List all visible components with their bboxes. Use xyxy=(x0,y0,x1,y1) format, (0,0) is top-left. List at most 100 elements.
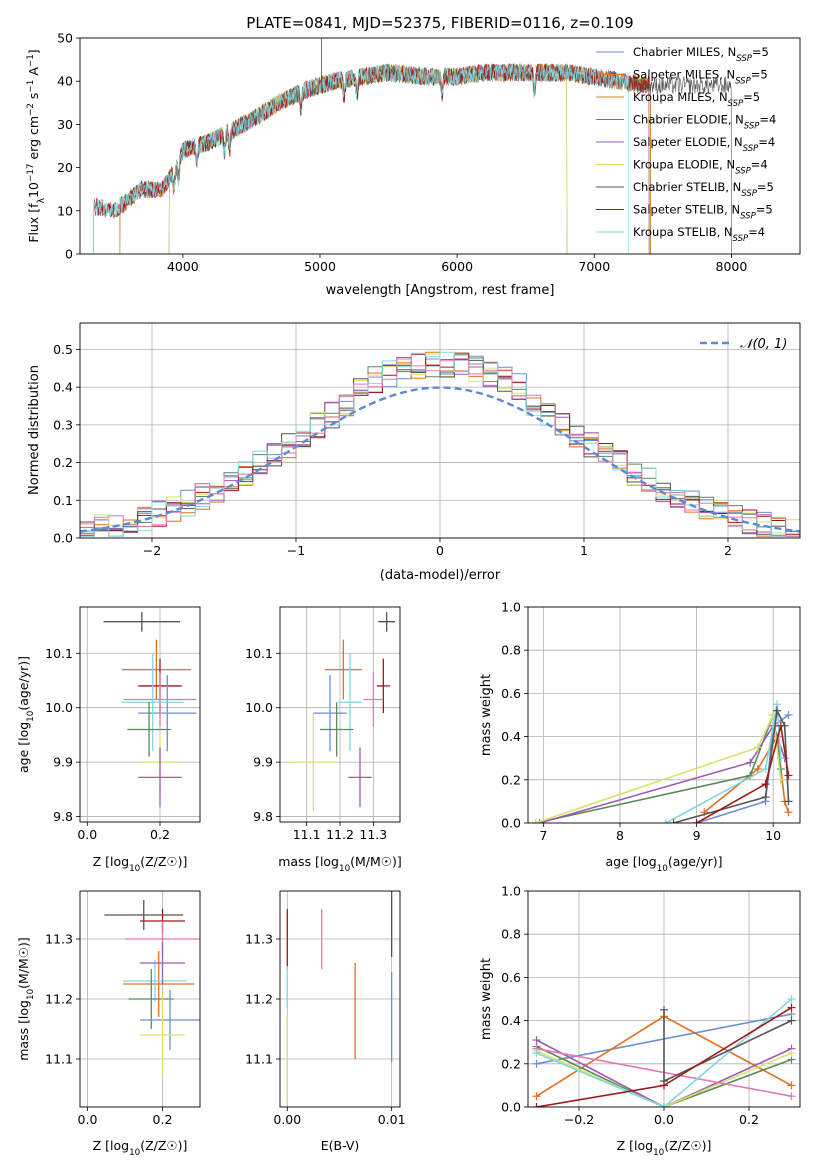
y-tick-label: 0.6 xyxy=(501,686,521,701)
errorbar-point xyxy=(127,702,171,757)
errorbar-point xyxy=(138,747,182,808)
y-tick-label: 0.2 xyxy=(53,455,73,470)
axes-frame xyxy=(527,890,801,1108)
errorbar-point xyxy=(128,969,174,1029)
errorbar-point xyxy=(378,611,395,632)
x-tick-label: 8000 xyxy=(716,259,748,274)
y-tick-label: 11.2 xyxy=(45,992,73,1007)
x-tick-label: 1 xyxy=(580,543,588,558)
y-tick-label: 11.3 xyxy=(45,932,73,947)
axes-frame xyxy=(279,890,401,1108)
normal-reference-curve xyxy=(80,386,800,533)
plot-area xyxy=(528,607,800,823)
y-tick-label: 0.3 xyxy=(53,417,73,432)
x-axis-label: (data-model)/error xyxy=(380,568,501,583)
spectrum-series-salpeter-miles xyxy=(119,63,651,254)
weight-series-kroupa-stelib xyxy=(532,995,796,1107)
x-tick-label: 6000 xyxy=(441,259,473,274)
x-tick-label: 2 xyxy=(724,543,732,558)
panel-spectrum: 4000 5000 6000 7000 8000 0 10 20 30 40 50 Chabrier … xyxy=(26,31,801,298)
x-axis-label: age [log10(age/yr)] xyxy=(605,854,722,874)
x-axis-label: Z [log10(Z/Z☉)] xyxy=(93,854,188,874)
errorbar-point xyxy=(363,672,384,727)
y-tick-label: 10.1 xyxy=(245,646,273,661)
y-tick-label: 9.9 xyxy=(253,755,273,770)
y-tick-label: 0.6 xyxy=(501,970,521,985)
errorbar-point xyxy=(313,675,347,752)
y-tick-label: 0.0 xyxy=(501,816,521,831)
legend-label: Kroupa ELODIE, NSSP=4 xyxy=(633,158,768,177)
x-tick-label: 7000 xyxy=(578,259,610,274)
y-axis-label: mass weight xyxy=(479,674,494,756)
axes-frame xyxy=(79,322,801,539)
errorbar-point xyxy=(103,611,180,632)
y-tick-label: 0.8 xyxy=(501,927,521,942)
panels: 4000 5000 6000 7000 800001020304050Chabrier … xyxy=(16,31,801,1158)
histogram-kroupa-stelib xyxy=(80,351,800,538)
errorbar-point xyxy=(123,951,195,1017)
spectrum-series-salpeter-elodie xyxy=(168,62,568,254)
y-tick-label: 50 xyxy=(57,31,73,46)
spectrum-series-kroupa-miles xyxy=(119,63,651,254)
y-tick-label: 0.0 xyxy=(501,1100,521,1115)
spectrum-series-chabrier-miles xyxy=(119,63,651,254)
errorbar-point xyxy=(123,960,187,1002)
plot-area xyxy=(80,323,800,538)
legend-label: Salpeter ELODIE, NSSP=4 xyxy=(633,135,775,154)
x-tick-label: 0.2 xyxy=(150,827,170,842)
legend-label: Kroupa STELIB, NSSP=4 xyxy=(633,225,765,244)
x-tick-label: −1 xyxy=(287,543,305,558)
errorbar-point xyxy=(121,639,191,700)
x-axis-label: wavelength [Angstrom, rest frame] xyxy=(326,283,555,298)
y-tick-label: 10.0 xyxy=(45,700,73,715)
x-tick-label: −0.2 xyxy=(564,1112,594,1127)
x-tick-label: 0.0 xyxy=(77,827,97,842)
x-tick-label: 8 xyxy=(616,828,624,843)
errorbar-point xyxy=(140,990,200,1050)
y-tick-label: 0.4 xyxy=(501,1013,521,1028)
x-axis-label: Z [log10(Z/Z☉)] xyxy=(617,1138,712,1158)
plot-area xyxy=(280,607,400,822)
panel-age-Z: 0.0 0.2 9.8 9.9 10.0 10.1 Z [log10(Z/Z☉)] age [… xyxy=(16,606,201,874)
x-tick-label: 10 xyxy=(765,828,781,843)
errorbar-point xyxy=(338,653,362,752)
histogram-pink xyxy=(80,358,800,538)
y-tick-label: 0.0 xyxy=(53,531,73,546)
y-tick-label: 11.2 xyxy=(245,992,273,1007)
x-tick-label: 11.3 xyxy=(359,827,387,842)
panel-mass-EBV: 0.00 0.01 11.1 11.2 11.3 E(B-V) xyxy=(245,890,406,1153)
plot-area xyxy=(93,38,732,254)
y-tick-label: 0.8 xyxy=(501,643,521,658)
errorbar-point xyxy=(123,672,197,727)
weight-series-salpeter-stelib xyxy=(532,1003,796,1107)
x-axis-label: mass [log10(M/M☉)] xyxy=(278,854,402,874)
y-tick-label: 1.0 xyxy=(501,600,521,615)
y-tick-label: 11.1 xyxy=(245,1052,273,1067)
x-tick-label: 0.01 xyxy=(378,1112,406,1127)
errorbar-point xyxy=(121,653,184,752)
y-tick-label: 11.1 xyxy=(45,1052,73,1067)
errorbar-point xyxy=(325,639,362,700)
x-axis-label: E(B-V) xyxy=(321,1138,360,1153)
plot-area xyxy=(80,891,200,1107)
y-tick-label: 10.1 xyxy=(45,646,73,661)
errorbar-point xyxy=(348,747,372,808)
y-tick-label: 0.4 xyxy=(501,729,521,744)
weight-series-salpeter-miles xyxy=(700,732,793,817)
errorbar-point xyxy=(138,675,197,752)
errorbar-point xyxy=(140,993,185,1077)
y-tick-label: 9.8 xyxy=(253,809,273,824)
plot-area xyxy=(528,891,800,1107)
panel-mass-Z: 0.0 0.2 11.1 11.2 11.3 Z [log10(Z/Z☉)] mass [l… xyxy=(16,890,201,1158)
y-tick-label: 10 xyxy=(57,203,73,218)
x-tick-label: 0 xyxy=(436,543,444,558)
y-axis-label: age [log10(age/yr)] xyxy=(16,656,36,773)
y-tick-label: 20 xyxy=(57,160,73,175)
errorbar-point xyxy=(290,713,337,812)
weight-series-salpeter-stelib xyxy=(692,721,793,823)
weight-series-kroupa-elodie xyxy=(531,711,785,823)
spectrum-series-salpeter-stelib xyxy=(93,63,650,254)
y-tick-label: 0.2 xyxy=(501,772,521,787)
x-axis-label: Z [log10(Z/Z☉)] xyxy=(93,1138,188,1158)
